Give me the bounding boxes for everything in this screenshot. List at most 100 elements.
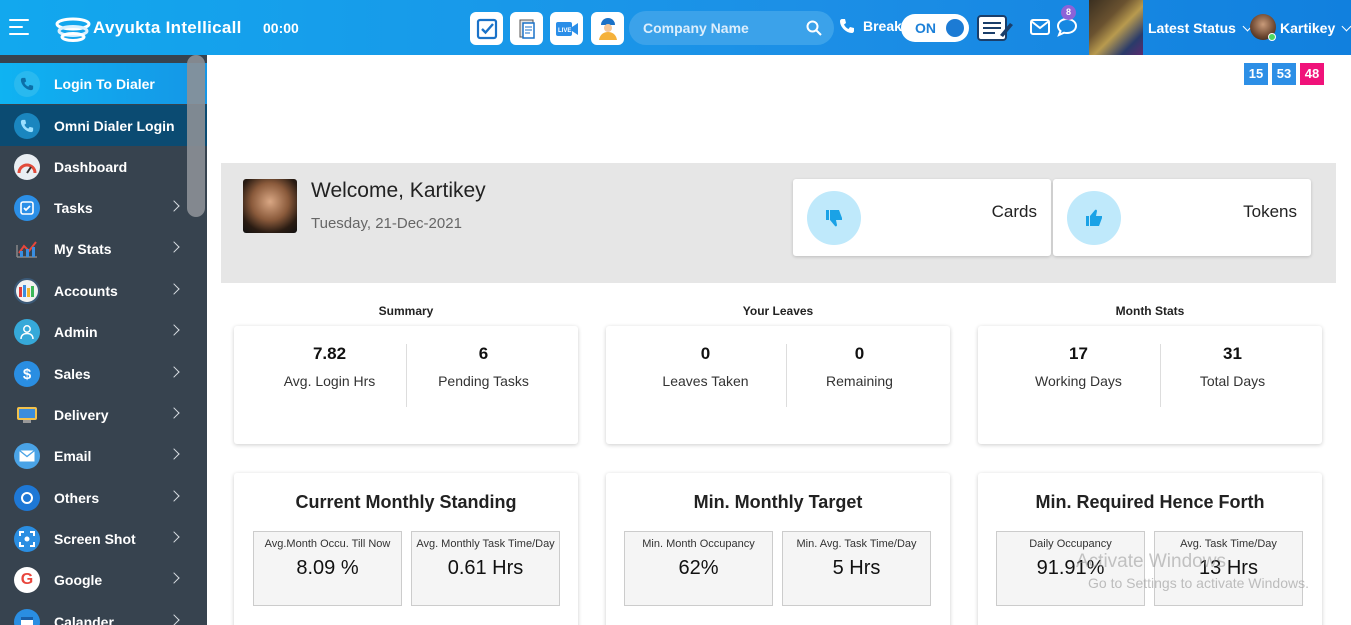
- total-days-value: 31: [1223, 344, 1242, 363]
- chat-badge: 8: [1061, 5, 1076, 20]
- chevron-right-icon: [168, 241, 180, 253]
- latest-status-dropdown[interactable]: Latest Status: [1148, 20, 1253, 36]
- online-status-dot: [1268, 33, 1276, 41]
- chevron-right-icon: [168, 448, 180, 460]
- tile-label: Daily Occupancy: [1029, 538, 1112, 550]
- standing-task-time-tile: Avg. Monthly Task Time/Day 0.61 Hrs: [411, 531, 560, 606]
- break-label: Break: [863, 18, 902, 34]
- sidebar-item-label: Delivery: [54, 407, 109, 423]
- tile-label: Avg.Month Occu. Till Now: [264, 538, 391, 550]
- current-monthly-standing-box: Current Monthly Standing Avg.Month Occu.…: [234, 473, 578, 625]
- sidebar-item-label: Screen Shot: [54, 531, 136, 547]
- accounts-icon: [14, 278, 40, 304]
- sidebar-item-omni-dialer-login[interactable]: Omni Dialer Login: [0, 105, 207, 146]
- notes-icon[interactable]: [510, 12, 543, 45]
- sidebar-item-label: Dashboard: [54, 159, 128, 175]
- required-task-time-tile: Avg. Task Time/Day 13 Hrs: [1154, 531, 1303, 606]
- mail-icon[interactable]: [1030, 19, 1050, 35]
- working-days-value: 17: [1069, 344, 1088, 363]
- sidebar-item-label: Tasks: [54, 200, 93, 216]
- summary-box: 7.82 Avg. Login Hrs 6 Pending Tasks: [234, 326, 578, 444]
- activate-windows-subtext: Go to Settings to activate Windows.: [1088, 575, 1309, 591]
- sidebar-item-dashboard[interactable]: Dashboard: [0, 146, 207, 187]
- counter-badge[interactable]: 48: [1300, 63, 1324, 85]
- user-menu[interactable]: Kartikey: [1280, 20, 1351, 36]
- month-stats-heading: Month Stats: [1115, 304, 1185, 318]
- calendar-icon: [14, 609, 40, 625]
- worker-icon[interactable]: [591, 12, 624, 45]
- sidebar-item-login-to-dialer[interactable]: Login To Dialer: [0, 63, 207, 104]
- sidebar-item-sales[interactable]: $ Sales: [0, 353, 207, 394]
- sidebar-item-tasks[interactable]: Tasks: [0, 187, 207, 228]
- company-search: [629, 11, 834, 45]
- task-check-icon[interactable]: [470, 12, 503, 45]
- cards-card[interactable]: Cards: [793, 179, 1051, 256]
- sidebar-item-others[interactable]: Others: [0, 477, 207, 518]
- sidebar-item-my-stats[interactable]: My Stats: [0, 228, 207, 269]
- standing-title: Current Monthly Standing: [295, 492, 517, 512]
- standing-occupancy-tile: Avg.Month Occu. Till Now 8.09 %: [253, 531, 402, 606]
- activate-windows-watermark: Activate Windows: [1076, 551, 1226, 572]
- svg-text:LIVE: LIVE: [558, 28, 571, 34]
- welcome-title: Welcome, Kartikey: [311, 179, 486, 202]
- sidebar-item-calander[interactable]: Calander: [0, 601, 207, 625]
- sidebar-item-accounts[interactable]: Accounts: [0, 270, 207, 311]
- company-search-input[interactable]: [643, 20, 803, 36]
- welcome-date: Tuesday, 21-Dec-2021: [311, 215, 462, 232]
- app-logo[interactable]: Avyukta Intellicall: [55, 14, 242, 42]
- sidebar-item-google[interactable]: G Google: [0, 559, 207, 600]
- toggle-label: ON: [915, 20, 936, 36]
- sidebar-item-admin[interactable]: Admin: [0, 311, 207, 352]
- chevron-right-icon: [168, 283, 180, 295]
- pending-tasks-label: Pending Tasks: [438, 373, 529, 389]
- pending-tasks-value: 6: [478, 344, 489, 363]
- chevron-right-icon: [168, 366, 180, 378]
- counter-badge[interactable]: 53: [1272, 63, 1296, 85]
- email-icon: [14, 443, 40, 469]
- break-toggle[interactable]: ON: [901, 14, 969, 42]
- break-control: Break: [839, 18, 902, 34]
- chevron-right-icon: [168, 324, 180, 336]
- leaves-taken-value: 0: [700, 344, 711, 363]
- target-occupancy-tile: Min. Month Occupancy 62%: [624, 531, 773, 606]
- chevron-right-icon: [168, 490, 180, 502]
- chevron-right-icon: [168, 407, 180, 419]
- call-timer: 00:00: [263, 20, 299, 36]
- toggle-knob: [946, 19, 964, 37]
- tile-value: 91.91%: [1036, 557, 1105, 579]
- live-video-icon[interactable]: LIVE: [550, 12, 583, 45]
- tile-value: 62%: [678, 557, 719, 579]
- chevron-right-icon: [168, 200, 180, 212]
- tokens-label: Tokens: [1243, 202, 1297, 221]
- sidebar-item-label: Accounts: [54, 283, 118, 299]
- sidebar-item-delivery[interactable]: Delivery: [0, 394, 207, 435]
- sidebar-item-label: Sales: [54, 366, 91, 382]
- tile-label: Min. Avg. Task Time/Day: [796, 538, 917, 550]
- required-title: Min. Required Hence Forth: [1035, 492, 1265, 512]
- tokens-card[interactable]: Tokens: [1053, 179, 1311, 256]
- sidebar-scrollbar[interactable]: [187, 55, 205, 217]
- chevron-right-icon: [168, 531, 180, 543]
- sidebar-item-label: Login To Dialer: [54, 76, 155, 92]
- user-avatar[interactable]: [1250, 14, 1276, 41]
- summary-heading: Summary: [378, 304, 434, 318]
- thumbs-up-icon: [1067, 191, 1121, 245]
- welcome-panel: Welcome, Kartikey Tuesday, 21-Dec-2021 C…: [221, 163, 1336, 283]
- sidebar-item-screen-shot[interactable]: Screen Shot: [0, 518, 207, 559]
- total-days-label: Total Days: [1199, 373, 1266, 389]
- sidebar-item-email[interactable]: Email: [0, 435, 207, 476]
- profile-photo: [243, 179, 297, 233]
- divider: [1160, 344, 1161, 407]
- notepad-icon[interactable]: [974, 13, 1014, 43]
- leaves-remaining-value: 0: [854, 344, 865, 363]
- admin-user-icon: [14, 319, 40, 345]
- counter-badge[interactable]: 15: [1244, 63, 1268, 85]
- tile-label: Avg. Monthly Task Time/Day: [416, 538, 555, 550]
- search-icon[interactable]: [806, 20, 822, 36]
- logo-swoosh-icon: [55, 17, 91, 42]
- logo-text: Avyukta Intellicall: [93, 18, 242, 37]
- chat-icon[interactable]: [1056, 17, 1078, 37]
- tile-value: 0.61 Hrs: [447, 557, 524, 579]
- menu-hamburger-icon[interactable]: [9, 19, 29, 35]
- target-title: Min. Monthly Target: [693, 492, 863, 512]
